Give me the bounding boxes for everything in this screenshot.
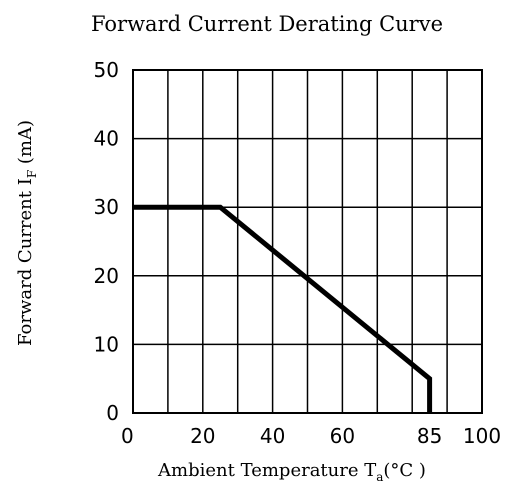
y-tick-label: 10	[94, 332, 119, 356]
y-tick-label: 20	[94, 264, 119, 288]
x-axis-label: Ambient Temperature Ta(°C )	[157, 460, 426, 484]
x-axis-ticks: 0 20 40 60 85 100	[121, 424, 501, 448]
plot-frame	[132, 69, 483, 414]
grid	[133, 70, 482, 413]
y-tick-label: 50	[94, 58, 119, 82]
series-group	[133, 204, 433, 413]
derating-curve	[133, 204, 433, 413]
y-tick-label: 0	[106, 401, 119, 425]
y-axis-label: Forward Current IF (mA)	[15, 120, 39, 346]
x-tick-label: 60	[330, 424, 355, 448]
x-tick-label: 20	[190, 424, 215, 448]
y-tick-label: 30	[94, 195, 119, 219]
x-tick-label: 100	[463, 424, 501, 448]
y-axis-ticks: 0 10 20 30 40 50	[94, 58, 119, 425]
chart-title: Forward Current Derating Curve	[91, 12, 443, 36]
x-tick-label: 40	[260, 424, 285, 448]
x-tick-label: 85	[417, 424, 442, 448]
y-tick-label: 40	[94, 127, 119, 151]
x-tick-label: 0	[121, 424, 134, 448]
